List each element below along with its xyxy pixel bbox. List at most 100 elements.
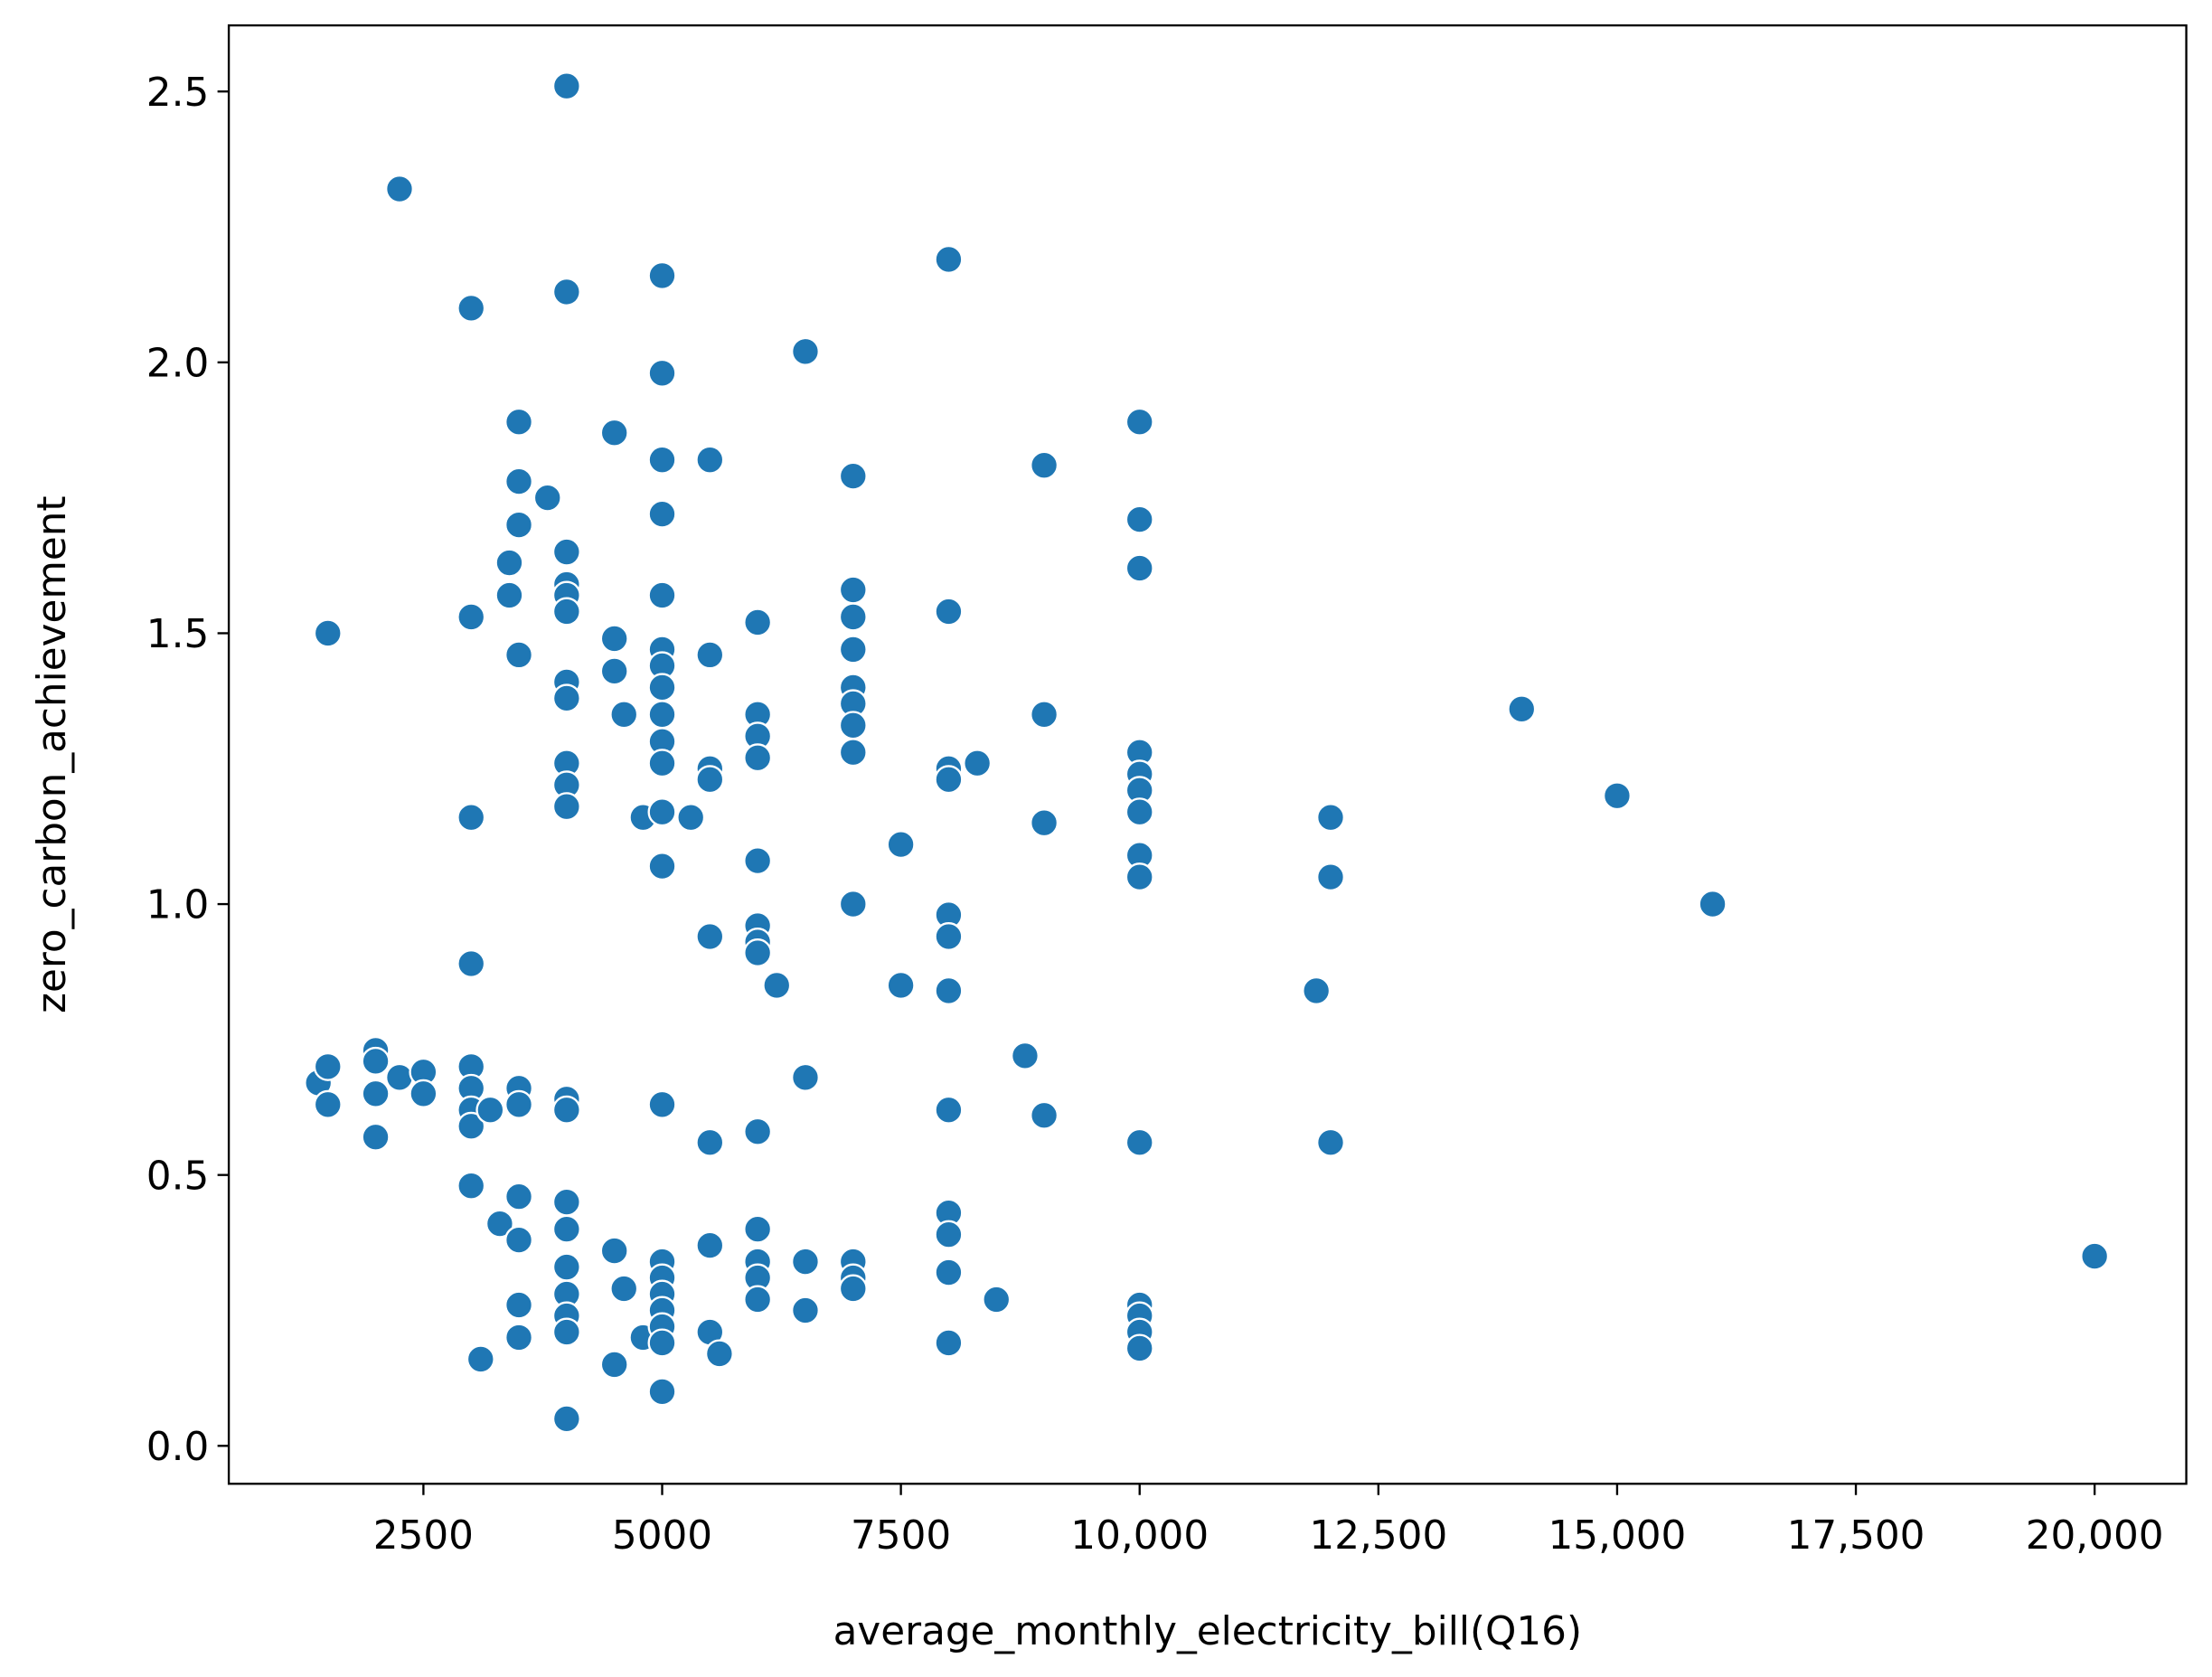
point xyxy=(551,792,581,822)
point xyxy=(1316,1127,1345,1157)
x-tick-label: 2500 xyxy=(373,1512,474,1559)
point xyxy=(599,1350,629,1380)
point xyxy=(982,1285,1012,1314)
point xyxy=(532,483,562,513)
point xyxy=(1302,975,1332,1005)
point xyxy=(838,738,868,768)
point xyxy=(676,803,706,833)
point xyxy=(743,743,773,773)
point xyxy=(2080,1241,2110,1271)
point xyxy=(743,1116,773,1146)
point xyxy=(647,797,677,827)
point xyxy=(485,1209,514,1239)
point xyxy=(504,1182,534,1211)
point xyxy=(934,1220,964,1249)
point xyxy=(457,948,486,978)
point xyxy=(551,683,581,713)
point xyxy=(599,418,629,448)
point xyxy=(504,1323,534,1352)
point xyxy=(1507,694,1537,724)
y-tick-label: 0.0 xyxy=(146,1424,209,1470)
point xyxy=(934,597,964,627)
x-tick-label: 12,500 xyxy=(1309,1512,1447,1559)
point xyxy=(838,635,868,664)
point xyxy=(409,1079,438,1108)
point xyxy=(790,336,820,366)
point xyxy=(457,1111,486,1141)
point xyxy=(934,1258,964,1287)
point xyxy=(504,407,534,437)
point xyxy=(838,1274,868,1304)
point xyxy=(647,749,677,778)
point xyxy=(504,1290,534,1320)
point xyxy=(790,1247,820,1277)
point xyxy=(1125,553,1154,583)
point xyxy=(1010,1041,1040,1070)
point xyxy=(838,602,868,632)
point xyxy=(647,445,677,475)
point xyxy=(551,1214,581,1244)
point xyxy=(551,1095,581,1125)
point xyxy=(886,970,916,1000)
point xyxy=(790,1295,820,1325)
point xyxy=(551,277,581,306)
point xyxy=(609,1274,639,1304)
point xyxy=(695,1230,725,1260)
point xyxy=(551,1187,581,1217)
point xyxy=(743,1214,773,1244)
point xyxy=(934,922,964,952)
y-tick-label: 2.0 xyxy=(146,340,209,386)
x-axis-label: average_monthly_electricity_bill(Q16) xyxy=(833,1608,1582,1654)
point xyxy=(504,1089,534,1119)
point xyxy=(647,673,677,702)
point xyxy=(647,260,677,290)
point xyxy=(647,499,677,529)
point xyxy=(1125,407,1154,437)
point xyxy=(647,580,677,610)
point xyxy=(551,597,581,627)
point xyxy=(504,1225,534,1255)
point xyxy=(466,1344,495,1374)
point xyxy=(934,765,964,795)
point xyxy=(695,922,725,952)
y-tick-label: 0.5 xyxy=(146,1153,209,1199)
point xyxy=(361,1079,391,1108)
point xyxy=(1125,862,1154,892)
point xyxy=(551,537,581,567)
point xyxy=(647,1089,677,1119)
y-tick-label: 1.5 xyxy=(146,611,209,657)
point xyxy=(695,1127,725,1157)
point xyxy=(886,830,916,860)
point xyxy=(743,1285,773,1314)
point xyxy=(1030,808,1059,838)
point xyxy=(551,1252,581,1282)
point xyxy=(504,466,534,496)
point xyxy=(384,174,414,204)
point xyxy=(504,640,534,670)
point xyxy=(743,846,773,876)
point xyxy=(384,1062,414,1092)
point xyxy=(457,293,486,323)
point xyxy=(1316,803,1345,833)
point xyxy=(504,510,534,540)
plot-frame xyxy=(227,24,2188,1485)
point xyxy=(762,970,792,1000)
point xyxy=(599,656,629,686)
point xyxy=(838,575,868,605)
point xyxy=(838,461,868,491)
point xyxy=(647,358,677,388)
point xyxy=(934,1328,964,1358)
point xyxy=(361,1046,391,1076)
point xyxy=(695,640,725,670)
point xyxy=(313,618,343,648)
point xyxy=(361,1122,391,1152)
point xyxy=(599,1236,629,1266)
point xyxy=(551,1317,581,1347)
point xyxy=(838,890,868,919)
point xyxy=(1125,1127,1154,1157)
point xyxy=(647,1328,677,1358)
point xyxy=(1316,862,1345,892)
x-tick-label: 20,000 xyxy=(2026,1512,2164,1559)
point xyxy=(647,700,677,730)
point xyxy=(313,1089,343,1119)
